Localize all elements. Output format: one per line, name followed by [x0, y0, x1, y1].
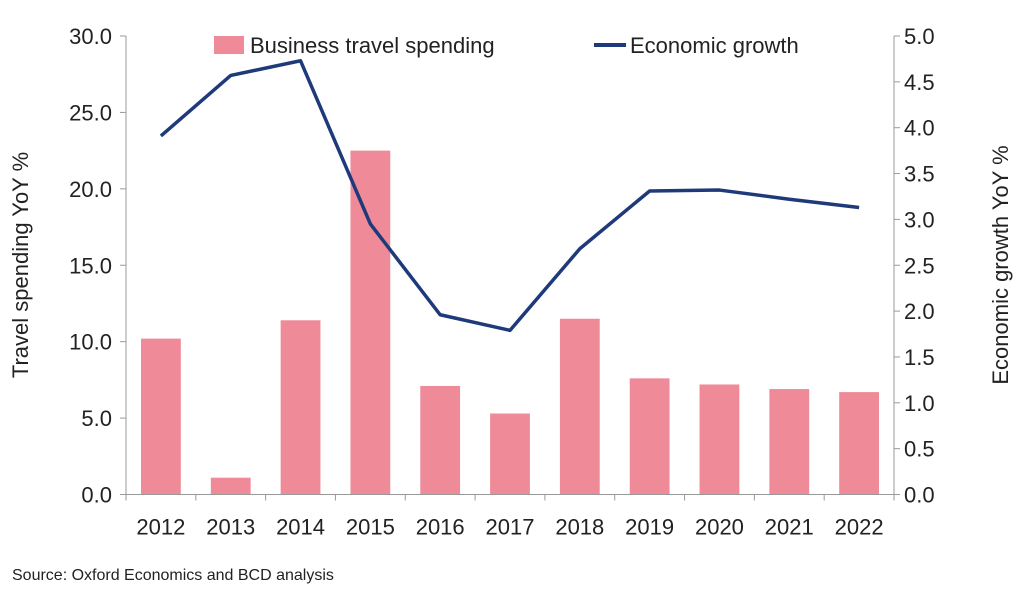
bar-2016	[420, 386, 460, 495]
x-tick-label: 2016	[416, 515, 465, 540]
x-tick-label: 2014	[276, 515, 325, 540]
bar-2013	[211, 478, 251, 495]
y-tick-label: 20.0	[69, 177, 112, 202]
y-tick-label: 5.0	[81, 406, 112, 431]
y-tick-label: 0.0	[81, 483, 112, 508]
y2-tick-label: 2.5	[904, 253, 935, 278]
y-tick-label: 30.0	[69, 24, 112, 49]
x-tick-label: 2017	[486, 515, 535, 540]
legend-label-line: Economic growth	[630, 33, 799, 58]
y2-tick-label: 1.5	[904, 345, 935, 370]
bar-2015	[350, 151, 390, 495]
bar-2019	[630, 378, 670, 494]
bar-2020	[700, 384, 740, 494]
y2-tick-label: 0.0	[904, 483, 935, 508]
x-tick-label: 2021	[765, 515, 814, 540]
x-tick-label: 2022	[835, 515, 884, 540]
y-axis-title: Travel spending YoY %	[8, 152, 33, 378]
y2-tick-label: 1.0	[904, 391, 935, 416]
y-tick-label: 10.0	[69, 330, 112, 355]
bar-2012	[141, 339, 181, 495]
x-tick-label: 2018	[555, 515, 604, 540]
y2-tick-label: 5.0	[904, 24, 935, 49]
x-tick-label: 2015	[346, 515, 395, 540]
x-tick-label: 2019	[625, 515, 674, 540]
source-note: Source: Oxford Economics and BCD analysi…	[12, 567, 334, 584]
x-tick-label: 2012	[136, 515, 185, 540]
y2-tick-label: 4.0	[904, 116, 935, 141]
y2-tick-label: 0.5	[904, 437, 935, 462]
bar-2018	[560, 319, 600, 495]
y-tick-label: 15.0	[69, 253, 112, 278]
y2-tick-label: 4.5	[904, 70, 935, 95]
y2-tick-label: 3.5	[904, 162, 935, 187]
y2-axis-title: Economic growth YoY %	[988, 145, 1013, 384]
bar-2014	[281, 320, 321, 494]
y2-tick-label: 3.0	[904, 207, 935, 232]
legend: Business travel spending Economic growth	[214, 33, 799, 58]
x-tick-label: 2020	[695, 515, 744, 540]
legend-swatch-bar	[214, 36, 244, 54]
bar-2021	[769, 389, 809, 494]
bar-2017	[490, 413, 530, 494]
bar-2022	[839, 392, 879, 494]
economic-growth-line	[161, 61, 859, 331]
y-tick-label: 25.0	[69, 100, 112, 125]
x-tick-label: 2013	[206, 515, 255, 540]
legend-label-bar: Business travel spending	[250, 33, 495, 58]
y2-tick-label: 2.0	[904, 299, 935, 324]
